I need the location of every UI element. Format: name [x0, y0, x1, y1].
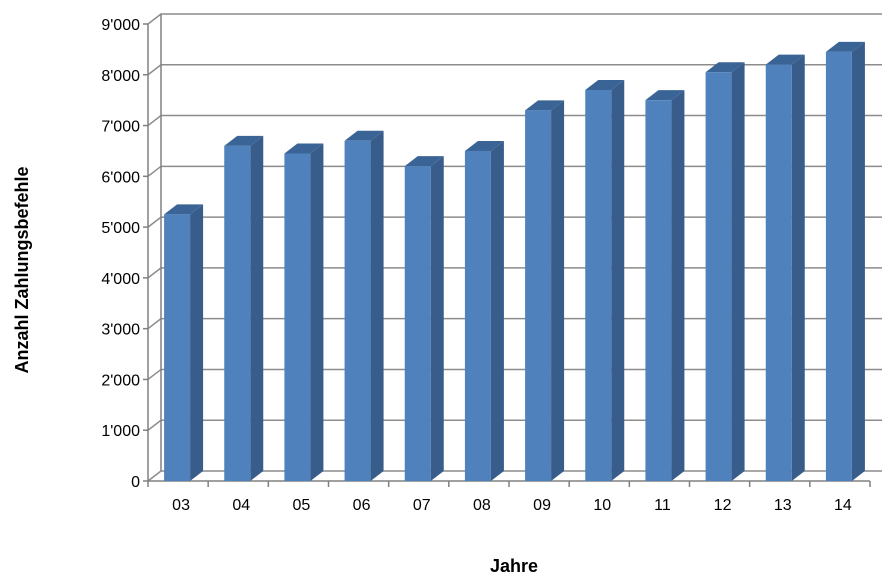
x-tick-label: 05 — [293, 497, 311, 514]
bar-top — [344, 130, 384, 141]
bar-top — [705, 62, 745, 73]
x-tick-label: 08 — [473, 497, 491, 514]
bar-front — [525, 110, 552, 482]
bar-side — [731, 62, 745, 481]
y-tick-label: 9'000 — [101, 17, 140, 34]
axes — [143, 14, 871, 487]
x-tick-label: 10 — [593, 497, 611, 514]
x-tick-label: 06 — [353, 497, 371, 514]
bar-top — [164, 204, 204, 215]
bar-top — [825, 41, 865, 52]
bar-front — [825, 51, 852, 482]
bar-10 — [585, 80, 625, 481]
bar-front — [464, 150, 491, 481]
bar-top — [224, 135, 264, 146]
y-tick-label: 3'000 — [101, 322, 140, 339]
bar-top — [464, 140, 504, 151]
gridline — [147, 13, 882, 25]
bar-05 — [284, 143, 324, 481]
bar-12 — [705, 62, 745, 481]
bar-front — [705, 72, 732, 481]
bar-08 — [464, 140, 504, 481]
x-tick-label: 12 — [714, 497, 732, 514]
bar-side — [551, 100, 565, 482]
bar-front — [164, 214, 191, 481]
y-tick-label: 8'000 — [101, 68, 140, 85]
bar-front — [585, 90, 612, 481]
bar-top — [284, 143, 324, 154]
bar-front — [765, 64, 792, 481]
bar-top — [585, 80, 625, 91]
bar-side — [370, 130, 384, 482]
bar-side — [671, 90, 685, 482]
y-tick-label: 2'000 — [101, 372, 140, 389]
bar-03 — [164, 204, 204, 481]
y-tick-label: 4'000 — [101, 271, 140, 288]
bar-top — [645, 90, 685, 101]
bar-11 — [645, 90, 685, 482]
bars — [164, 41, 865, 482]
bar-top — [765, 54, 805, 65]
bar-front — [645, 100, 672, 482]
bar-13 — [765, 54, 805, 481]
bar-side — [490, 140, 504, 481]
bar-side — [851, 41, 865, 482]
bar-side — [250, 135, 264, 481]
bar-side — [430, 156, 444, 481]
bar-side — [310, 143, 324, 481]
bar-07 — [404, 156, 444, 481]
x-tick-label: 07 — [413, 497, 431, 514]
bar-side — [791, 54, 805, 481]
bar-04 — [224, 135, 264, 481]
x-tick-label: 14 — [834, 497, 852, 514]
y-tick-label: 1'000 — [101, 423, 140, 440]
y-tick-label: 7'000 — [101, 119, 140, 136]
x-tick-labels: 03 04 05 06 07 08 09 10 11 12 13 14 — [172, 497, 852, 514]
y-tick-labels: 0 1'000 2'000 3'000 4'000 5'000 6'000 7'000 8'00… — [101, 17, 140, 491]
y-axis-title: Anzahl Zahlungsbefehle — [12, 166, 32, 373]
x-tick-label: 11 — [654, 497, 671, 514]
y-tick-label: 0 — [131, 474, 140, 491]
x-tick-label: 04 — [232, 497, 250, 514]
bar-side — [190, 204, 204, 481]
bar-06 — [344, 130, 384, 482]
x-tick-label: 09 — [533, 497, 551, 514]
bar-top — [404, 156, 444, 167]
bar-front — [284, 153, 311, 481]
bar-09 — [525, 100, 565, 482]
bar-14 — [825, 41, 865, 482]
y-tick-label: 6'000 — [101, 169, 140, 186]
y-tick-label: 5'000 — [101, 220, 140, 237]
bar-front — [344, 140, 371, 482]
x-axis-title: Jahre — [490, 556, 538, 576]
x-tick-label: 03 — [172, 497, 190, 514]
bar-front — [224, 145, 251, 481]
bar-side — [611, 80, 625, 481]
bar-top — [525, 100, 565, 111]
x-tick-label: 13 — [774, 497, 792, 514]
bar-front — [404, 166, 431, 481]
